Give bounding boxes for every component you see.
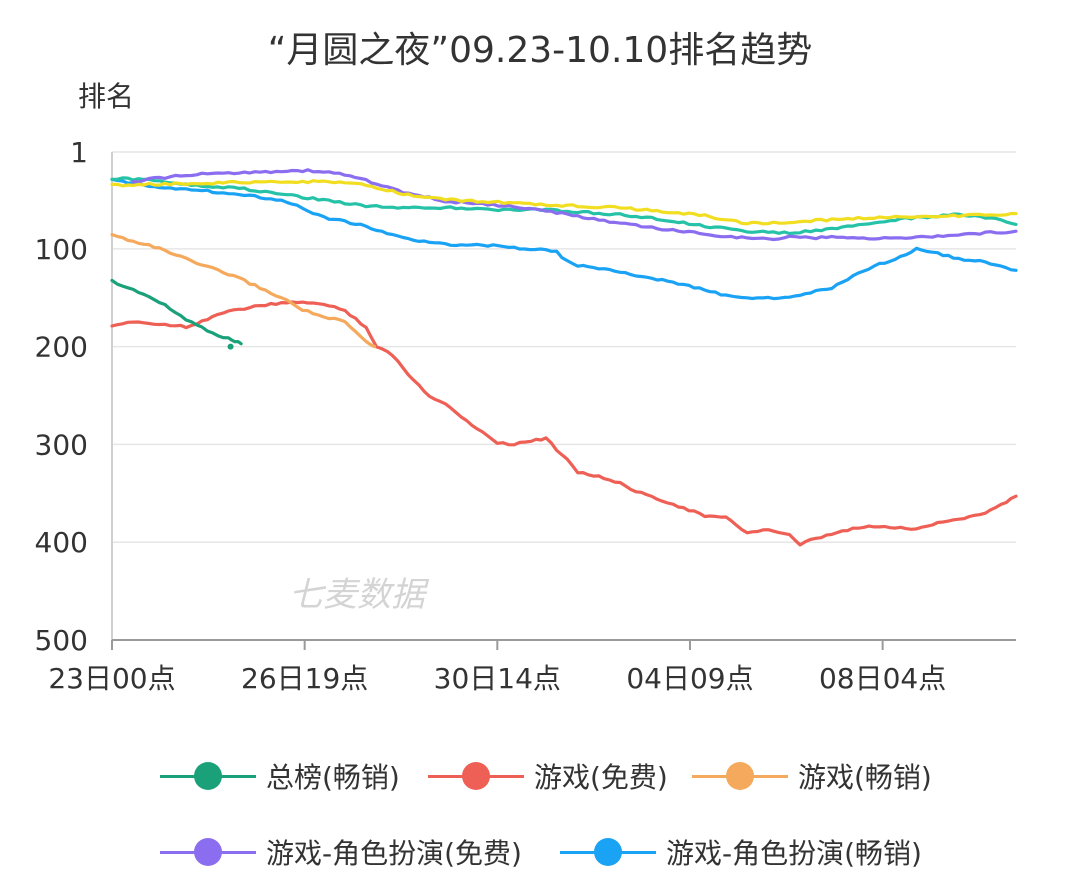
series-line-0 xyxy=(110,278,243,346)
series-line-4 xyxy=(110,177,1018,301)
series-line-2 xyxy=(110,233,377,349)
legend-item-series-4[interactable]: 游戏-角色扮演(畅销) xyxy=(560,832,922,872)
series-layer xyxy=(110,168,1018,547)
x-tick-label-0: 23日00点 xyxy=(48,662,175,695)
y-axis-label: 排名 xyxy=(78,80,134,113)
grid-layer xyxy=(111,151,1016,641)
legend-label-series-2: 游戏(畅销) xyxy=(798,761,932,794)
x-tick-label-3: 04日09点 xyxy=(626,662,753,695)
y-tick-label-2: 200 xyxy=(35,331,88,364)
y-tick-label-1: 100 xyxy=(35,233,88,266)
legend-mark-series-4 xyxy=(560,832,656,872)
series-line-1 xyxy=(110,300,1018,547)
x-ticks: 23日00点 26日19点 30日14点 04日09点 08日04点 xyxy=(48,640,946,695)
y-tick-label-3: 300 xyxy=(35,428,88,461)
legend-item-series-2[interactable]: 游戏(畅销) xyxy=(692,756,932,796)
y-ticks: 1 100 200 300 400 500 xyxy=(35,136,88,657)
legend-item-series-3[interactable]: 游戏-角色扮演(免费) xyxy=(160,832,522,872)
x-tick-label-1: 26日19点 xyxy=(241,662,368,695)
watermark: 七麦数据 xyxy=(289,575,430,615)
legend-mark-series-2 xyxy=(692,756,788,796)
series-line-5 xyxy=(110,176,1018,236)
legend-mark-series-3 xyxy=(160,832,256,872)
y-tick-label-5: 500 xyxy=(35,624,88,657)
legend-label-series-4: 游戏-角色扮演(畅销) xyxy=(666,837,922,870)
legend-label-series-3: 游戏-角色扮演(免费) xyxy=(266,837,522,870)
series-line-6 xyxy=(110,179,1018,226)
series-point-0-0 xyxy=(227,343,234,350)
x-tick-label-4: 08日04点 xyxy=(819,662,946,695)
legend-mark-series-0 xyxy=(160,756,256,796)
legend-mark-series-1 xyxy=(428,756,524,796)
legend-label-series-0: 总榜(畅销) xyxy=(266,761,400,794)
y-tick-label-4: 400 xyxy=(35,526,88,559)
legend-item-series-1[interactable]: 游戏(免费) xyxy=(428,756,668,796)
series-line-3 xyxy=(131,168,1018,242)
legend-label-series-1: 游戏(免费) xyxy=(534,761,668,794)
legend-item-series-0[interactable]: 总榜(畅销) xyxy=(160,756,400,796)
chart-title: “月圆之夜”09.23-10.10排名趋势 xyxy=(268,30,812,71)
x-tick-label-2: 30日14点 xyxy=(434,662,561,695)
y-tick-label-0: 1 xyxy=(70,136,88,169)
